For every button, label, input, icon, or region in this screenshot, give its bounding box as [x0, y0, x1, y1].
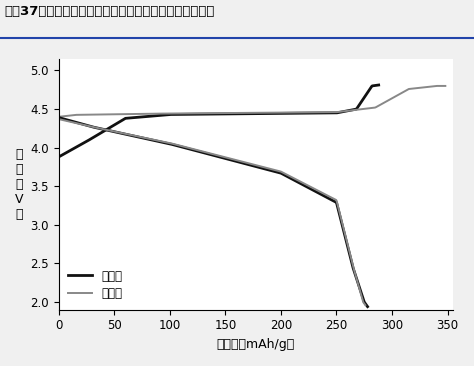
- 掺杂前: [201, 112, 206, 116]
- 掺杂后: [56, 115, 62, 119]
- 掺杂后: [178, 111, 184, 116]
- 掺杂后: [165, 111, 171, 116]
- Y-axis label: 电
压
（
V
）: 电 压 （ V ）: [15, 148, 24, 221]
- Text: 图表37：　镁、钛有序包覆富锂锰基正极的首次循环性能: 图表37： 镁、钛有序包覆富锂锰基正极的首次循环性能: [5, 5, 215, 19]
- 掺杂前: [376, 83, 382, 87]
- 掺杂后: [357, 107, 363, 112]
- 掺杂后: [434, 84, 439, 88]
- 掺杂前: [112, 122, 118, 127]
- Line: 掺杂前: 掺杂前: [59, 85, 379, 157]
- 掺杂前: [245, 112, 250, 116]
- 掺杂后: [310, 110, 315, 115]
- Line: 掺杂后: 掺杂后: [59, 86, 446, 117]
- 掺杂后: [150, 112, 156, 116]
- 掺杂前: [56, 155, 62, 159]
- 掺杂前: [270, 111, 275, 116]
- 掺杂后: [443, 84, 448, 88]
- 掺杂后: [404, 87, 410, 92]
- Legend: 掺杂前, 掺杂后: 掺杂前, 掺杂后: [64, 266, 126, 304]
- 掺杂前: [138, 115, 144, 119]
- X-axis label: 比容量（mAh/g）: 比容量（mAh/g）: [217, 338, 295, 351]
- 掺杂前: [297, 111, 302, 116]
